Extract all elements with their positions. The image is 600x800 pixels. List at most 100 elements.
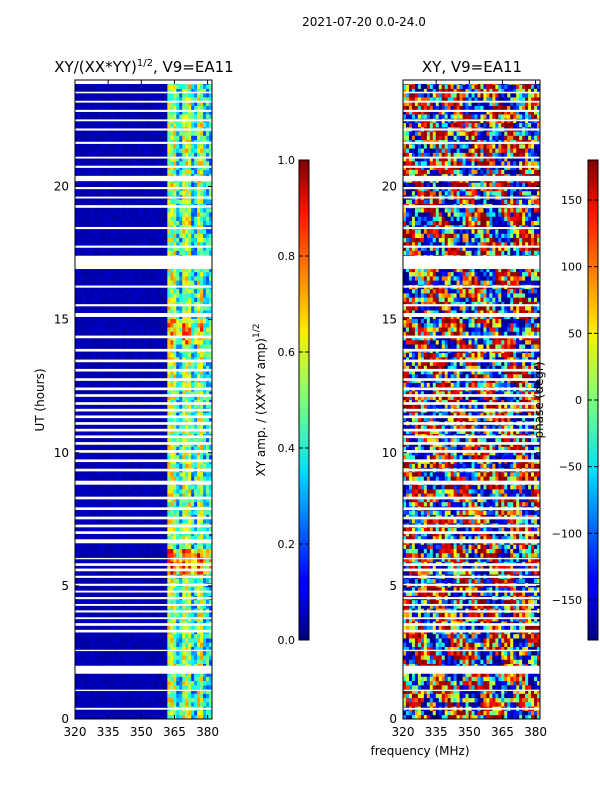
heatmap-cell [110, 701, 115, 707]
heatmap-cell [128, 352, 132, 358]
heatmap-cell [122, 450, 127, 456]
heatmap-cell [122, 689, 127, 694]
heatmap-cell [101, 395, 106, 400]
heatmap-cell [75, 429, 79, 434]
heatmap-cell [206, 446, 210, 452]
heatmap-cell [170, 488, 174, 494]
heatmap-cell [122, 390, 127, 396]
heatmap-cell [116, 714, 121, 719]
heatmap-cell [173, 527, 177, 532]
heatmap-cell [197, 463, 201, 469]
heatmap-cell [161, 659, 165, 665]
heatmap-cell [206, 297, 210, 302]
heatmap-cell [137, 318, 141, 324]
heatmap-cell [110, 603, 115, 609]
heatmap-cell [89, 361, 94, 366]
heatmap-cell [200, 659, 204, 665]
heatmap-cell [134, 646, 138, 652]
heatmap-cell [209, 578, 212, 584]
heatmap-cell [173, 425, 177, 430]
heatmap-cell [167, 684, 171, 690]
heatmap-cell [161, 672, 165, 677]
heatmap-cell [173, 497, 177, 503]
heatmap-cell [110, 437, 115, 443]
heatmap-cell [119, 318, 124, 324]
heatmap-cell [77, 476, 82, 481]
heatmap-cell [173, 599, 177, 605]
heatmap-cell [179, 680, 183, 686]
heatmap-cell [161, 322, 165, 328]
heatmap-cell [104, 680, 109, 686]
heatmap-cell [158, 327, 162, 332]
heatmap-cell [101, 288, 106, 294]
heatmap-cell [101, 684, 106, 690]
heatmap-cell [140, 591, 144, 596]
heatmap-cell [83, 518, 88, 524]
heatmap-cell [152, 535, 156, 541]
heatmap-cell [146, 565, 150, 571]
heatmap-cell [197, 293, 201, 298]
heatmap-cell [179, 310, 183, 315]
heatmap-cell [104, 552, 109, 558]
heatmap-cell [104, 365, 109, 371]
heatmap-cell [98, 676, 103, 682]
heatmap-cell [104, 305, 109, 311]
heatmap-cell [134, 552, 138, 558]
heatmap-cell [191, 586, 195, 592]
heatmap-cell [116, 672, 121, 677]
heatmap-cell [170, 446, 174, 452]
heatmap-cell [164, 646, 168, 652]
heatmap-cell [206, 638, 210, 643]
heatmap-cell [77, 535, 82, 541]
heatmap-cell [119, 565, 124, 571]
heatmap-cell [164, 280, 168, 285]
heatmap-cell [158, 382, 162, 388]
heatmap-cell [110, 612, 115, 618]
heatmap-cell [104, 591, 109, 596]
heatmap-cell [185, 484, 189, 490]
heatmap-cell [188, 535, 192, 541]
heatmap-cell [89, 612, 94, 618]
heatmap-cell [107, 425, 112, 430]
heatmap-cell [200, 476, 204, 481]
heatmap-cell [92, 344, 97, 349]
heatmap-cell [101, 484, 106, 490]
heatmap-cell [173, 297, 177, 302]
heatmap-cell [179, 297, 183, 302]
heatmap-cell [122, 501, 127, 507]
heatmap-cell [119, 437, 124, 443]
heatmap-cell [200, 548, 204, 554]
heatmap-cell [125, 305, 130, 311]
heatmap-cell [146, 591, 150, 596]
heatmap-cell [131, 382, 135, 388]
heatmap-cell [110, 552, 115, 558]
heatmap-cell [101, 352, 106, 358]
heatmap-cell [125, 548, 130, 554]
heatmap-cell [131, 518, 135, 524]
heatmap-cell [191, 275, 195, 281]
heatmap-cell [137, 689, 141, 694]
heatmap-cell [155, 450, 159, 456]
heatmap-cell [155, 446, 159, 452]
heatmap-cell [107, 288, 112, 294]
heatmap-cell [152, 271, 156, 277]
heatmap-cell [89, 267, 94, 273]
heatmap-cell [158, 565, 162, 571]
heatmap-cell [143, 493, 147, 498]
heatmap-cell [107, 484, 112, 490]
heatmap-cell [143, 361, 147, 366]
heatmap-cell [104, 382, 109, 388]
heatmap-cell [92, 454, 97, 460]
heatmap-cell [164, 331, 168, 336]
heatmap-cell [149, 548, 153, 554]
heatmap-cell [137, 301, 141, 307]
heatmap-cell [197, 650, 201, 656]
heatmap-cell [206, 497, 210, 503]
heatmap-cell [107, 399, 112, 405]
heatmap-cell [170, 497, 174, 503]
heatmap-cell [143, 527, 147, 532]
heatmap-cell [95, 633, 100, 639]
heatmap-cell [125, 659, 130, 665]
heatmap-cell [167, 369, 171, 375]
heatmap-cell [134, 293, 138, 298]
